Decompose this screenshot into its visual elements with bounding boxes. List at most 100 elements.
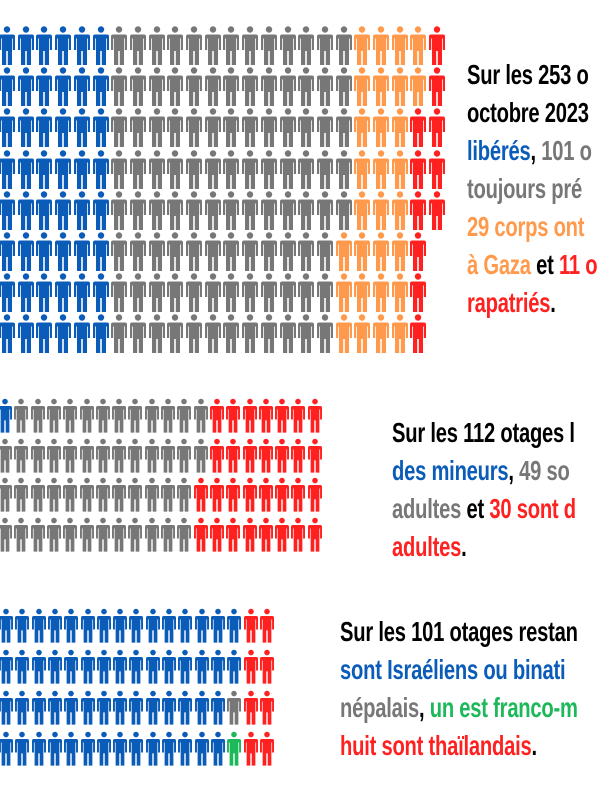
- person-icon-blue: [178, 729, 194, 769]
- person-icon-gray: [95, 516, 112, 556]
- person-icon-blue: [17, 232, 34, 272]
- person-icon-blue: [96, 606, 113, 646]
- person-icon-gray: [177, 437, 193, 477]
- person-icon-red: [307, 516, 324, 556]
- person-icon-gray: [335, 191, 352, 231]
- person-icon-gray: [298, 232, 315, 272]
- person-icon-red: [410, 273, 427, 313]
- person-icon-blue: [92, 191, 109, 231]
- person-icon-blue: [0, 606, 15, 646]
- person-icon-gray: [279, 108, 296, 148]
- caption-segment: octobre 2023: [467, 97, 589, 128]
- person-icon-orange: [373, 314, 389, 354]
- person-icon-red: [209, 516, 226, 556]
- caption-segment: .: [550, 287, 556, 318]
- person-icon-red: [258, 397, 275, 437]
- person-icon-blue: [31, 729, 48, 769]
- person-icon-gray: [204, 108, 221, 148]
- person-icon-gray: [46, 397, 63, 437]
- person-icon-gray: [79, 476, 96, 516]
- person-icon-red: [226, 397, 242, 437]
- person-icon-gray: [242, 149, 259, 190]
- person-icon-gray: [167, 314, 184, 354]
- person-icon-gray: [242, 67, 259, 107]
- person-icon-gray: [298, 314, 315, 354]
- caption-segment: ,: [418, 692, 430, 723]
- person-icon-blue: [64, 729, 80, 769]
- person-icon-orange: [354, 314, 371, 354]
- person-icon-red: [410, 314, 427, 354]
- person-icon-gray: [161, 516, 177, 556]
- person-icon-gray: [298, 191, 315, 231]
- caption-segment: 30 sont d: [489, 493, 576, 524]
- person-icon-blue: [0, 149, 15, 190]
- person-icon-blue: [129, 729, 145, 769]
- person-icon-orange: [410, 26, 427, 66]
- person-icon-blue: [0, 273, 15, 313]
- person-icon-red: [259, 606, 276, 646]
- person-icon-gray: [63, 476, 79, 516]
- person-icon-red: [429, 149, 446, 190]
- person-icon-blue: [15, 729, 31, 769]
- person-icon-blue: [64, 606, 80, 646]
- person-icon-gray: [14, 437, 30, 477]
- person-icon-blue: [129, 606, 145, 646]
- person-icon-red: [243, 729, 260, 769]
- person-icon-gray: [161, 397, 177, 437]
- person-icon-blue: [55, 232, 72, 272]
- person-icon-gray: [316, 232, 333, 272]
- person-icon-gray: [14, 397, 30, 437]
- person-icon-blue: [47, 729, 64, 769]
- person-icon-gray: [79, 516, 96, 556]
- person-icon-gray: [148, 67, 165, 107]
- caption-remaining-by-nationality: Sur les 101 otages restan sont Israéliens…: [340, 613, 600, 765]
- person-icon-gray: [204, 232, 221, 272]
- caption-segment: libérés: [467, 135, 531, 166]
- person-icon-gray: [186, 314, 202, 354]
- person-icon-gray: [260, 191, 277, 231]
- person-icon-gray: [63, 397, 79, 437]
- person-icon-gray: [316, 149, 333, 190]
- person-icon-blue: [64, 647, 80, 687]
- person-icon-blue: [17, 191, 34, 231]
- person-icon-blue: [0, 397, 14, 437]
- person-icon-red: [243, 647, 260, 687]
- person-icon-blue: [36, 191, 53, 231]
- person-icon-blue: [194, 729, 211, 769]
- person-icon-orange: [373, 232, 389, 272]
- person-icon-red: [242, 437, 259, 477]
- person-icon-gray: [186, 232, 202, 272]
- person-icon-gray: [260, 149, 277, 190]
- person-icon-orange: [391, 149, 408, 190]
- person-icon-orange: [391, 191, 408, 231]
- person-icon-gray: [167, 232, 184, 272]
- person-icon-blue: [178, 606, 194, 646]
- person-icon-red: [307, 397, 324, 437]
- person-icon-gray: [193, 397, 210, 437]
- person-icon-blue: [31, 688, 48, 728]
- person-icon-blue: [36, 314, 53, 354]
- caption-line: Sur les 253 o: [467, 56, 597, 94]
- person-icon-gray: [316, 26, 333, 66]
- person-icon-gray: [0, 437, 14, 477]
- person-icon-red: [243, 688, 260, 728]
- person-icon-blue: [162, 647, 178, 687]
- person-icon-gray: [279, 67, 296, 107]
- person-icon-red: [410, 149, 427, 190]
- person-icon-orange: [391, 26, 408, 66]
- caption-segment: Sur les 112 otages l: [392, 417, 575, 448]
- person-icon-gray: [186, 26, 202, 66]
- caption-line: Sur les 101 otages restan: [340, 613, 578, 651]
- person-icon-blue: [47, 688, 64, 728]
- caption-segment: 29 corps ont: [467, 211, 585, 242]
- person-icon-gray: [186, 273, 202, 313]
- person-icon-gray: [111, 108, 128, 148]
- person-icon-gray: [79, 397, 96, 437]
- person-icon-gray: [161, 476, 177, 516]
- person-icon-gray: [30, 476, 47, 516]
- person-icon-blue: [36, 108, 53, 148]
- person-icon-gray: [167, 273, 184, 313]
- person-icon-blue: [113, 688, 129, 728]
- person-icon-gray: [95, 476, 112, 516]
- person-icon-blue: [0, 67, 15, 107]
